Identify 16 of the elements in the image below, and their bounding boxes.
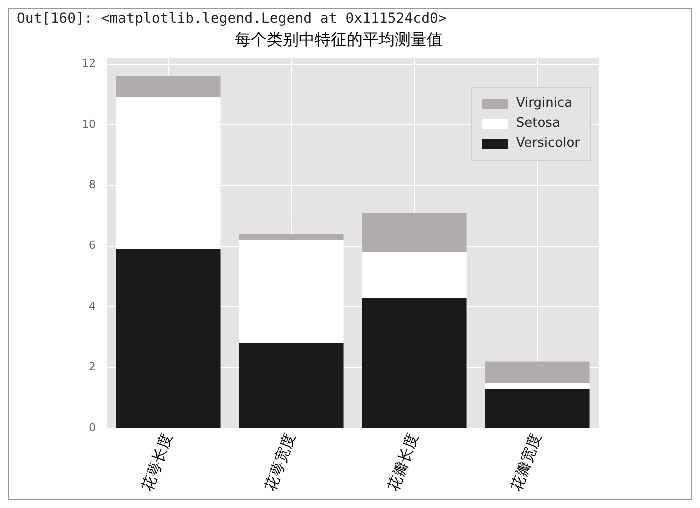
x-tick-label: 花瓣长度 — [384, 431, 422, 494]
y-tick-label: 10 — [82, 118, 96, 131]
y-tick-label: 0 — [88, 421, 96, 434]
x-tick-label: 花萼宽度 — [261, 431, 299, 494]
legend-label: Virginica — [516, 95, 573, 113]
legend-label: Setosa — [516, 115, 560, 133]
legend-label: Versicolor — [516, 135, 580, 153]
x-tick-label: 花萼长度 — [138, 431, 176, 494]
y-tick-label: 8 — [88, 178, 96, 192]
y-tick-label: 12 — [82, 57, 96, 70]
y-tick-label: 6 — [88, 239, 96, 252]
y-tick-label: 4 — [88, 300, 96, 313]
x-tick-label: 花瓣宽度 — [507, 431, 545, 494]
text: Out[160]: <matplotlib.legend.Legend at 0x111524cd0> — [17, 11, 447, 27]
y-tick-label: 2 — [88, 360, 96, 374]
chart-title: 每个类别中特征的平均测量值 — [235, 30, 443, 49]
